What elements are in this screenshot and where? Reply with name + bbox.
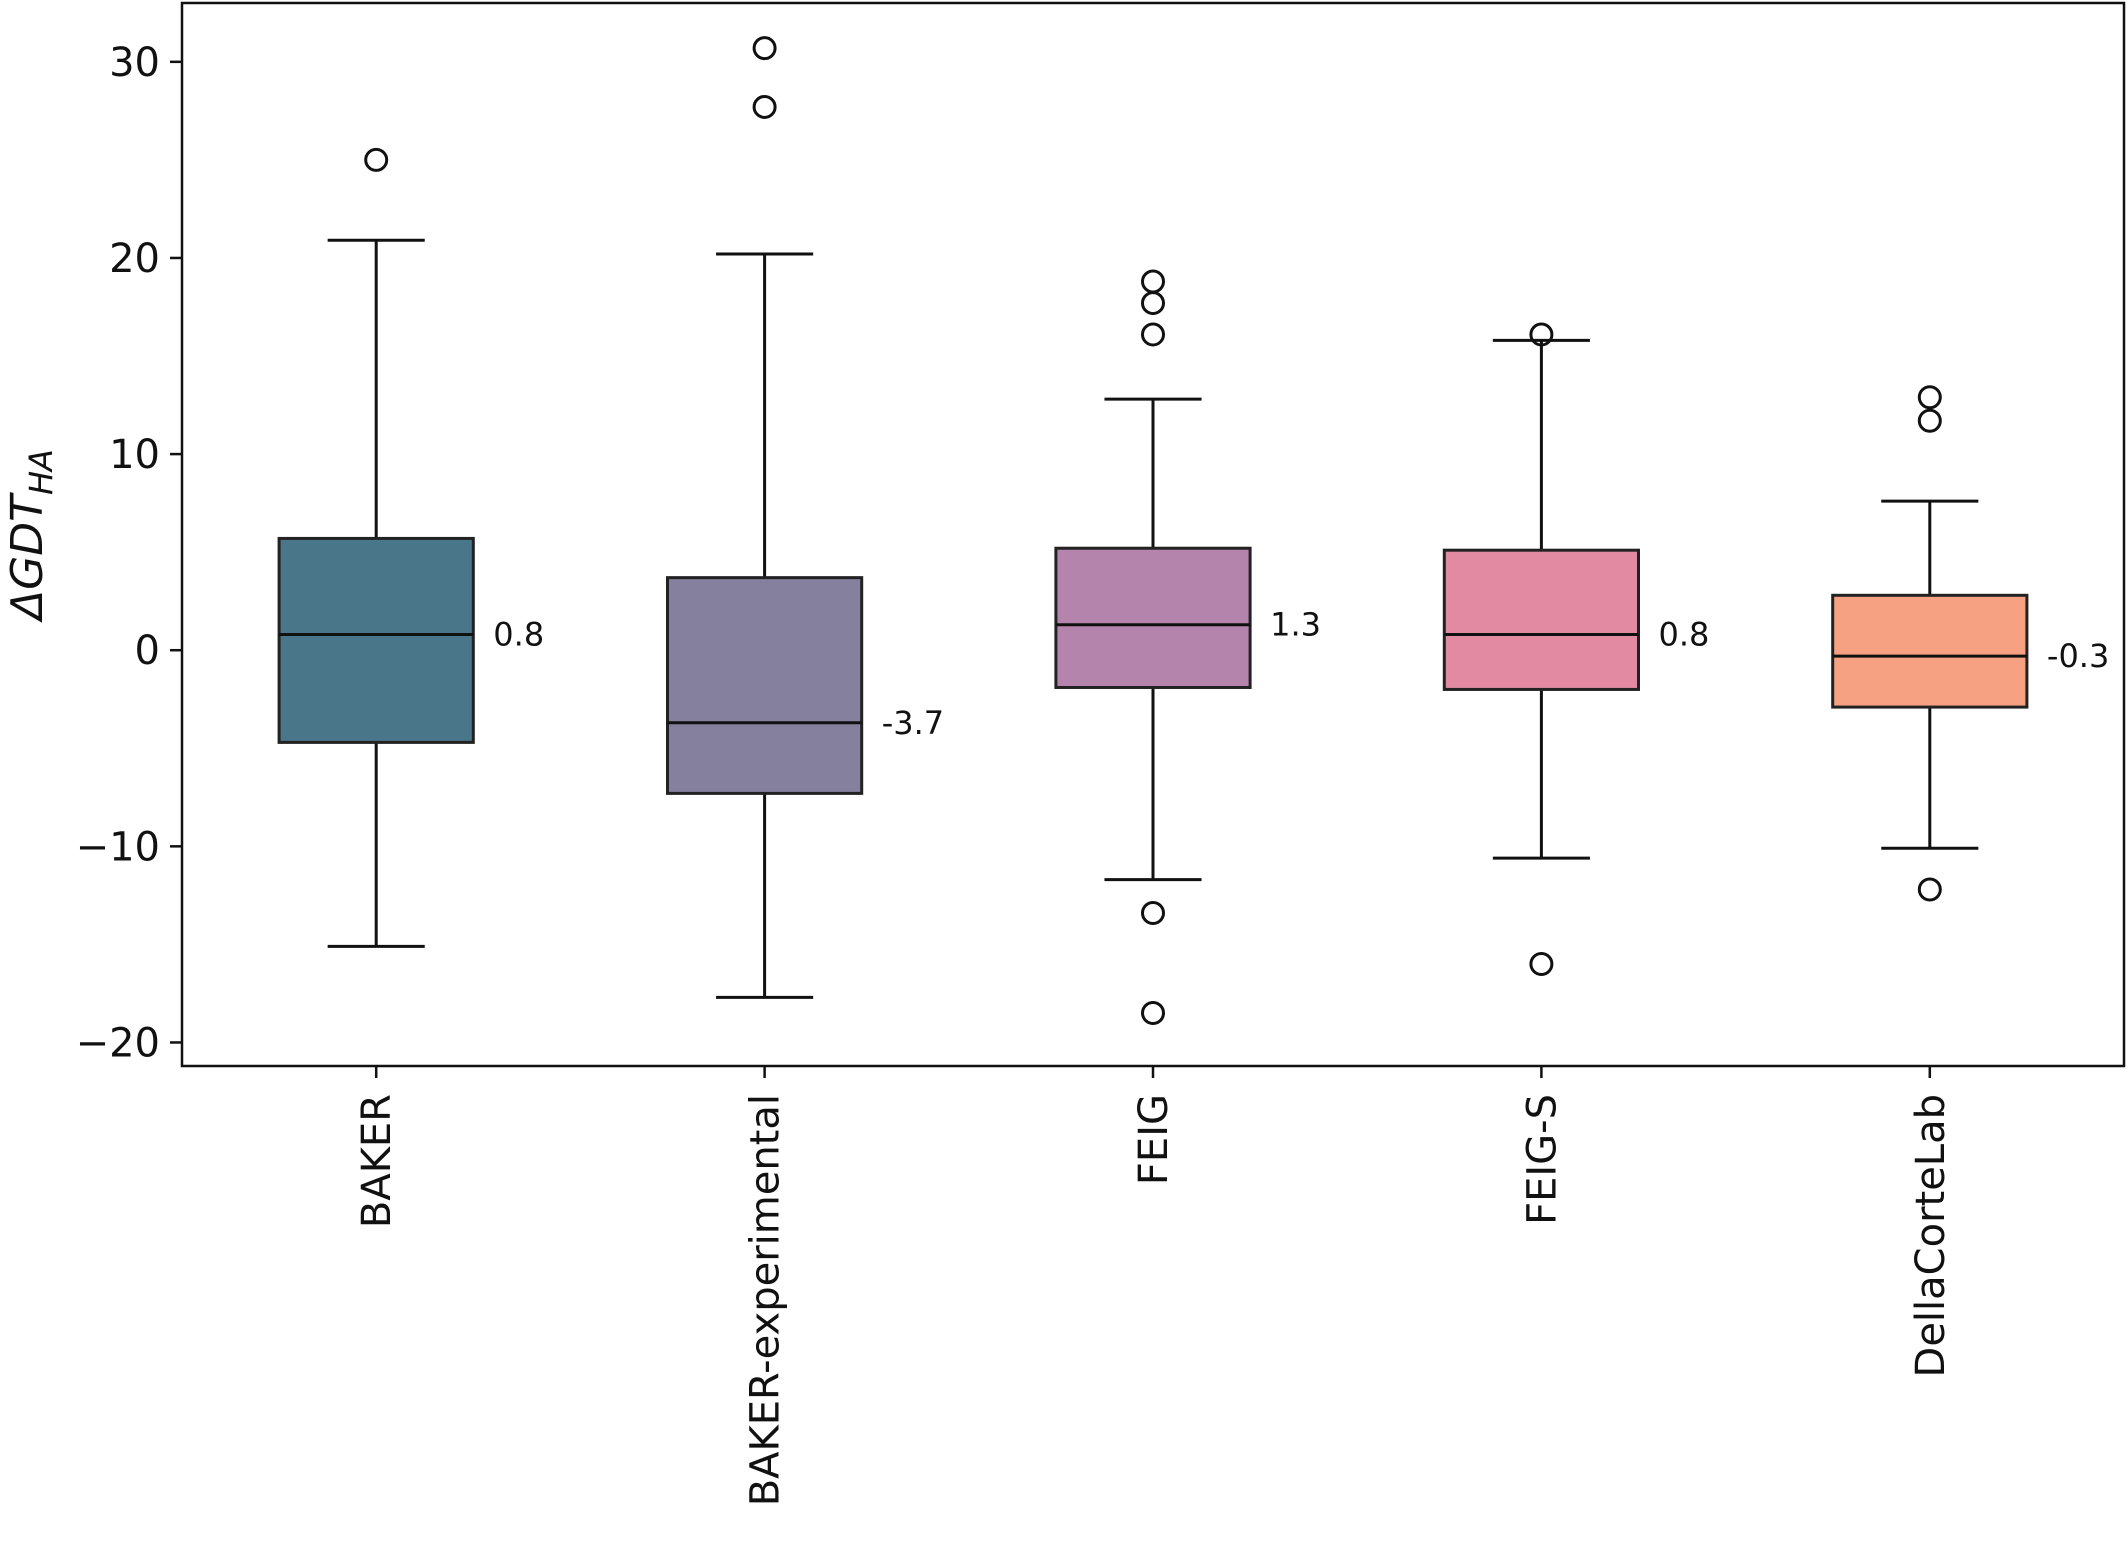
box-iqr (277, 536, 475, 744)
outlier-point (1141, 901, 1165, 926)
box-iqr (666, 576, 864, 795)
median-label: 0.8 (493, 616, 544, 654)
outlier-point (364, 147, 389, 172)
box-iqr (1831, 593, 2029, 709)
box-group-2: 1.3 (1054, 269, 1321, 1026)
outlier-point (1917, 408, 1942, 433)
y-axis: −20 −10 0 10 20 30 (76, 40, 182, 1066)
box-iqr (1054, 546, 1252, 689)
y-tick-label: 0 (135, 628, 160, 674)
median-label: -0.3 (2047, 637, 2109, 675)
median-label: 0.8 (1659, 616, 1710, 654)
y-tick-label: 20 (109, 236, 160, 282)
outlier-point (1529, 322, 1554, 347)
outlier-point (1141, 322, 1165, 347)
box-group-3: 0.8 (1442, 322, 1710, 977)
outlier-point (1141, 269, 1165, 294)
y-axis-title: ΔGDTHA (2, 449, 60, 623)
outlier-point (1917, 385, 1942, 410)
y-tick-label: −10 (76, 824, 160, 870)
box-iqr (1442, 548, 1641, 691)
x-axis: BAKER BAKER-experimental FEIG FEIG-S DellaCo… (354, 1066, 1954, 1506)
y-tick-label: −20 (76, 1020, 160, 1066)
median-label: -3.7 (882, 704, 944, 742)
x-tick-label: BAKER (354, 1094, 400, 1228)
outlier-point (1141, 1001, 1165, 1026)
outlier-point (752, 36, 777, 61)
x-tick-label: FEIG (1131, 1094, 1177, 1185)
box-group-4: -0.3 (1831, 385, 2109, 902)
outlier-point (1141, 291, 1165, 316)
median-label: 1.3 (1270, 606, 1321, 644)
x-tick-label: FEIG-S (1519, 1094, 1565, 1225)
outlier-point (1917, 877, 1942, 902)
box-group-1: -3.7 (666, 36, 944, 999)
y-tick-label: 30 (109, 40, 160, 86)
outlier-point (1529, 952, 1554, 977)
y-tick-label: 10 (109, 432, 160, 478)
outlier-point (752, 94, 777, 119)
box-group-0: 0.8 (277, 147, 544, 948)
y-axis-title-subscript: HA (22, 449, 60, 495)
plot-area: 0.8 -3.7 1.3 0.8 -0.3 (277, 36, 2109, 1026)
x-tick-label: DellaCorteLab (1908, 1094, 1954, 1377)
x-tick-label: BAKER-experimental (743, 1094, 789, 1506)
y-axis-title-main: ΔGDT (2, 492, 53, 623)
